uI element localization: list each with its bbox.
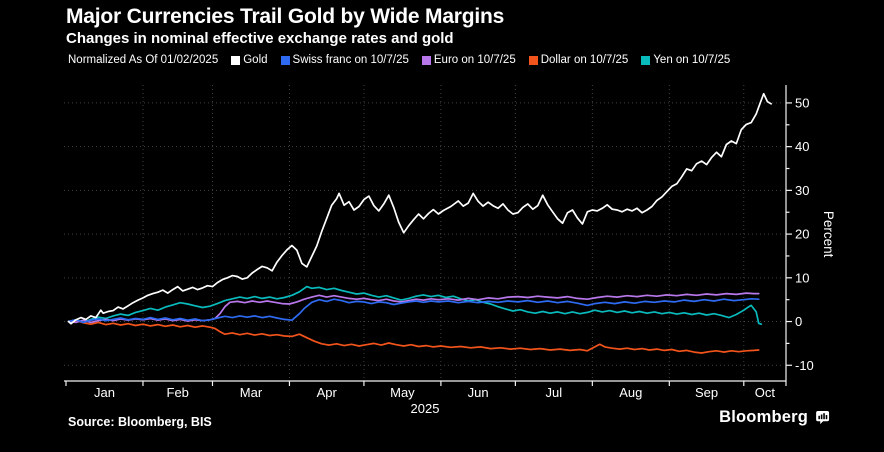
y-tick-label: 20 — [795, 227, 809, 242]
series-line-euro — [67, 292, 760, 324]
legend-label-euro: Euro on 10/7/25 — [433, 54, 516, 66]
bloomberg-terminal-icon — [816, 410, 830, 425]
x-axis-labels: Jan Feb Mar Apr May Jun Jul Aug Sep Oct 2025 — [94, 385, 775, 416]
legend-label-gold: Gold — [243, 54, 268, 66]
legend-label-dollar: Dollar on 10/7/25 — [540, 54, 629, 66]
series-line-yen — [67, 285, 763, 326]
legend-label-yen: Yen on 10/7/25 — [653, 54, 731, 66]
y-tick-label: 50 — [795, 95, 809, 110]
y-tick-label: 40 — [795, 139, 809, 154]
series-line-gold — [67, 92, 772, 325]
x-tick-label: Feb — [167, 385, 189, 400]
series-lines — [67, 92, 772, 354]
y-tick-label: 0 — [795, 314, 802, 329]
x-tick-label: Apr — [317, 385, 338, 400]
legend-normalized-note: Normalized As Of 01/02/2025 — [68, 54, 219, 66]
source-attribution: Source: Bloomberg, BIS — [68, 415, 212, 429]
y-tick-label: -10 — [795, 358, 814, 373]
axes — [64, 85, 792, 386]
legend-swatch-swiss — [280, 55, 290, 65]
x-tick-label: Jul — [546, 385, 563, 400]
y-axis-labels: -10 0 10 20 30 40 50 Percent — [795, 95, 836, 372]
y-axis-title: Percent — [821, 211, 836, 258]
legend-item-swiss: Swiss franc on 10/7/25 — [280, 54, 409, 66]
x-axis-year-label: 2025 — [411, 401, 440, 416]
bloomberg-logo: Bloomberg — [719, 408, 830, 427]
x-tick-label: Aug — [619, 385, 642, 400]
series-line-swiss — [67, 297, 760, 324]
series-line-dollar — [67, 319, 760, 354]
legend-swatch-gold — [231, 55, 241, 65]
legend: Normalized As Of 01/02/2025 Gold Swiss fr… — [68, 54, 730, 66]
legend-label-swiss: Swiss franc on 10/7/25 — [292, 54, 409, 66]
bloomberg-wordmark: Bloomberg — [719, 408, 808, 426]
gridlines — [64, 85, 784, 379]
x-tick-label: Oct — [755, 385, 776, 400]
y-tick-label: 30 — [795, 183, 809, 198]
y-tick-label: 10 — [795, 270, 809, 285]
x-tick-label: Sep — [695, 385, 718, 400]
page-title: Major Currencies Trail Gold by Wide Marg… — [66, 5, 505, 28]
legend-swatch-dollar — [528, 55, 538, 65]
legend-swatch-yen — [641, 55, 651, 65]
x-tick-label: May — [390, 385, 415, 400]
legend-item-gold: Gold — [231, 54, 268, 66]
x-tick-label: Mar — [240, 385, 263, 400]
legend-item-yen: Yen on 10/7/25 — [641, 54, 730, 66]
page-subtitle: Changes in nominal effective exchange ra… — [66, 30, 454, 47]
legend-swatch-euro — [421, 55, 431, 65]
legend-item-dollar: Dollar on 10/7/25 — [528, 54, 629, 66]
legend-item-euro: Euro on 10/7/25 — [421, 54, 516, 66]
legend-items: Gold Swiss franc on 10/7/25 Euro on 10/7/2… — [231, 54, 730, 66]
x-tick-label: Jan — [94, 385, 115, 400]
x-tick-label: Jun — [468, 385, 489, 400]
